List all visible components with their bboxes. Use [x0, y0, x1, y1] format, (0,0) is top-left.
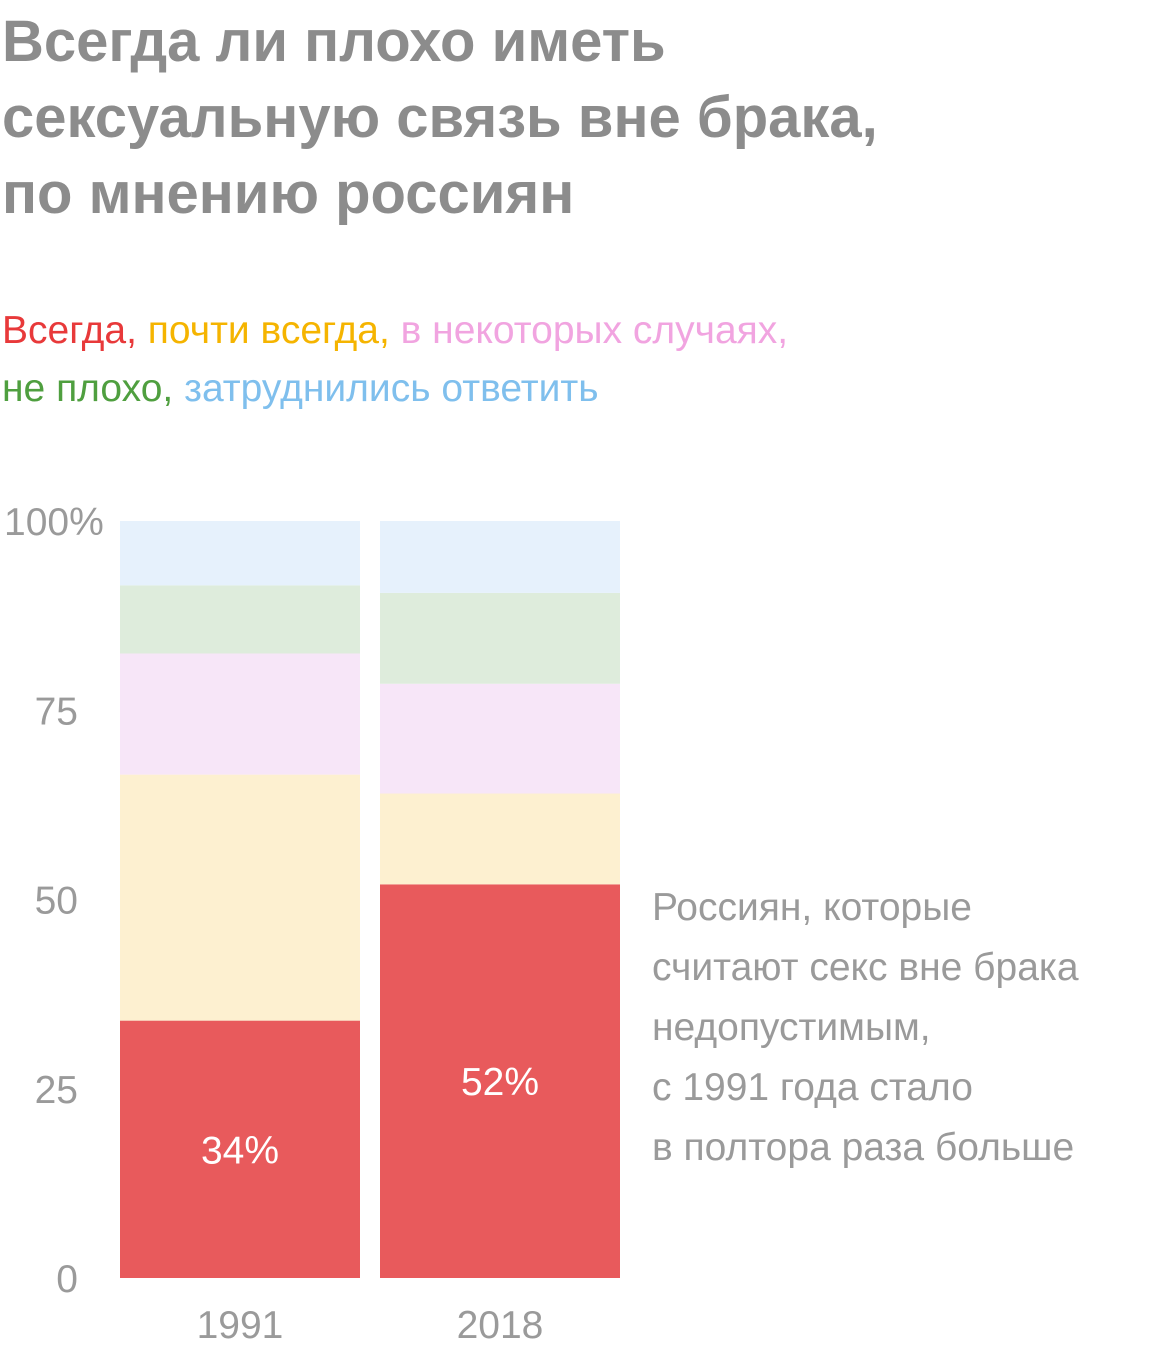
legend-separator: ,	[126, 309, 148, 352]
annotation-line: Россиян, которые	[652, 886, 972, 929]
bar-segment	[120, 585, 360, 654]
legend-item-not-bad: не плохо	[2, 367, 163, 410]
legend-item-sometimes: в некоторых случаях	[400, 309, 778, 352]
bar-segment	[120, 774, 360, 1021]
legend-item-hard-to-say: затруднились ответить	[184, 367, 599, 410]
annotation-line: с 1991 года стало	[652, 1066, 973, 1109]
bar-segment	[380, 884, 620, 1278]
legend-item-almost-always: почти всегда	[147, 309, 379, 352]
legend-item-always: Всегда	[2, 309, 127, 352]
legend-row: не плохо, затруднились ответить	[2, 360, 1122, 418]
bar-segment	[120, 653, 360, 775]
y-tick-label: 75	[35, 690, 78, 733]
legend-row: Всегда, почти всегда, в некоторых случая…	[2, 302, 1122, 360]
title-line: Всегда ли плохо иметь	[2, 9, 666, 74]
bar-segment	[380, 592, 620, 684]
y-tick-label: 100%	[4, 501, 104, 544]
data-label: 34%	[201, 1129, 279, 1172]
chart-annotation: Россиян, которые считают секс вне брака …	[652, 878, 1079, 1178]
legend-separator: ,	[777, 309, 789, 352]
annotation-line: в полтора раза больше	[652, 1126, 1075, 1169]
data-label: 52%	[461, 1061, 539, 1104]
legend: Всегда, почти всегда, в некоторых случая…	[2, 302, 1122, 418]
x-tick-label: 1991	[197, 1304, 284, 1347]
annotation-line: считают секс вне брака	[652, 946, 1079, 989]
y-tick-label: 25	[35, 1069, 78, 1112]
title-line: по мнению россиян	[2, 161, 575, 226]
x-tick-label: 2018	[457, 1304, 544, 1347]
legend-separator: ,	[162, 367, 185, 410]
bar-segment	[120, 1020, 360, 1278]
y-tick-label: 0	[56, 1258, 78, 1301]
title-line: сексуальную связь вне брака,	[2, 85, 878, 150]
bar-segment	[120, 521, 360, 586]
y-tick-label: 50	[35, 880, 78, 923]
legend-separator: ,	[378, 309, 401, 352]
annotation-line: недопустимым,	[652, 1006, 931, 1049]
bar-segment	[380, 521, 620, 593]
bar-segment	[380, 793, 620, 885]
bar-segment	[380, 683, 620, 794]
chart-title: Всегда ли плохо иметь сексуальную связь …	[2, 4, 1102, 232]
